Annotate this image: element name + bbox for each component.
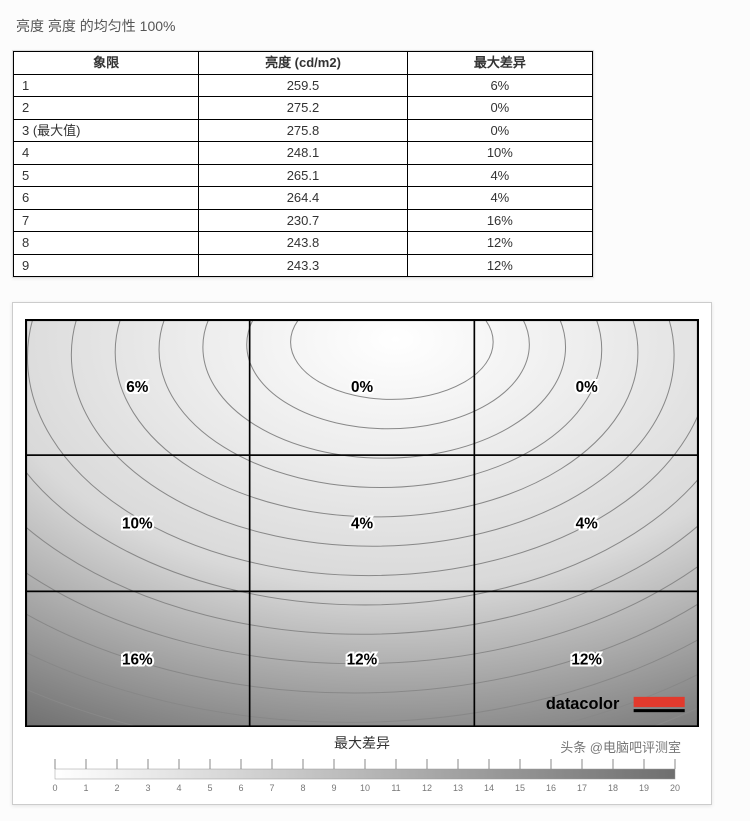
- svg-text:4%: 4%: [351, 515, 374, 532]
- svg-text:1: 1: [83, 783, 88, 791]
- svg-text:8: 8: [300, 783, 305, 791]
- cell-diff: 12%: [407, 254, 592, 277]
- svg-text:10%: 10%: [122, 515, 153, 532]
- cell-quadrant: 5: [14, 164, 199, 187]
- page-title: 亮度 亮度 的均匀性 100%: [16, 16, 738, 36]
- cell-brightness: 259.5: [199, 74, 407, 97]
- cell-quadrant: 3 (最大值): [14, 119, 199, 142]
- watermark-text: 头条 @电脑吧评测室: [560, 737, 681, 756]
- table-row: 6264.44%: [14, 187, 593, 210]
- cell-brightness: 275.8: [199, 119, 407, 142]
- cell-diff: 4%: [407, 187, 592, 210]
- svg-text:19: 19: [639, 783, 649, 791]
- cell-diff: 6%: [407, 74, 592, 97]
- svg-text:13: 13: [453, 783, 463, 791]
- cell-quadrant: 4: [14, 142, 199, 165]
- svg-text:12%: 12%: [347, 652, 378, 669]
- cell-brightness: 275.2: [199, 97, 407, 120]
- table-row: 5265.14%: [14, 164, 593, 187]
- svg-text:0: 0: [52, 783, 57, 791]
- cell-brightness: 243.8: [199, 232, 407, 255]
- cell-quadrant: 9: [14, 254, 199, 277]
- svg-text:9: 9: [331, 783, 336, 791]
- svg-text:2: 2: [114, 783, 119, 791]
- svg-text:10: 10: [360, 783, 370, 791]
- svg-text:12: 12: [422, 783, 432, 791]
- th-quadrant: 象限: [14, 52, 199, 75]
- contour-chart: 6%6%0%0%0%0%10%10%4%4%4%4%16%16%12%12%12…: [25, 319, 699, 727]
- table-row: 7230.716%: [14, 209, 593, 232]
- svg-text:17: 17: [577, 783, 587, 791]
- uniformity-table: 象限 亮度 (cd/m2) 最大差异 1259.56%2275.20%3 (最大…: [13, 51, 593, 277]
- svg-text:16%: 16%: [122, 652, 153, 669]
- svg-text:12%: 12%: [571, 652, 602, 669]
- svg-text:4: 4: [176, 783, 181, 791]
- cell-quadrant: 7: [14, 209, 199, 232]
- cell-brightness: 230.7: [199, 209, 407, 232]
- legend-gradient: 01234567891011121314151617181920: [45, 757, 685, 791]
- table-row: 3 (最大值)275.80%: [14, 119, 593, 142]
- cell-quadrant: 2: [14, 97, 199, 120]
- svg-text:6%: 6%: [126, 379, 149, 396]
- svg-text:6: 6: [238, 783, 243, 791]
- table-row: 2275.20%: [14, 97, 593, 120]
- svg-text:7: 7: [269, 783, 274, 791]
- table-row: 1259.56%: [14, 74, 593, 97]
- cell-brightness: 248.1: [199, 142, 407, 165]
- cell-diff: 12%: [407, 232, 592, 255]
- cell-brightness: 243.3: [199, 254, 407, 277]
- table-row: 4248.110%: [14, 142, 593, 165]
- svg-text:0%: 0%: [576, 379, 599, 396]
- svg-text:11: 11: [391, 783, 400, 791]
- th-diff: 最大差异: [407, 52, 592, 75]
- uniformity-table-card: 象限 亮度 (cd/m2) 最大差异 1259.56%2275.20%3 (最大…: [12, 50, 594, 278]
- svg-text:18: 18: [608, 783, 618, 791]
- svg-text:14: 14: [484, 783, 494, 791]
- table-row: 8243.812%: [14, 232, 593, 255]
- cell-diff: 4%: [407, 164, 592, 187]
- svg-text:0%: 0%: [351, 379, 374, 396]
- svg-text:4%: 4%: [576, 515, 599, 532]
- cell-diff: 0%: [407, 97, 592, 120]
- svg-text:20: 20: [670, 783, 680, 791]
- cell-quadrant: 6: [14, 187, 199, 210]
- th-brightness: 亮度 (cd/m2): [199, 52, 407, 75]
- svg-text:3: 3: [145, 783, 150, 791]
- cell-diff: 16%: [407, 209, 592, 232]
- cell-quadrant: 1: [14, 74, 199, 97]
- cell-quadrant: 8: [14, 232, 199, 255]
- svg-text:15: 15: [515, 783, 525, 791]
- contour-chart-card: 6%6%0%0%0%0%10%10%4%4%4%4%16%16%12%12%12…: [12, 302, 712, 805]
- svg-text:16: 16: [546, 783, 556, 791]
- table-row: 9243.312%: [14, 254, 593, 277]
- svg-text:5: 5: [207, 783, 212, 791]
- svg-text:datacolor: datacolor: [546, 695, 620, 713]
- cell-diff: 0%: [407, 119, 592, 142]
- cell-brightness: 265.1: [199, 164, 407, 187]
- cell-diff: 10%: [407, 142, 592, 165]
- cell-brightness: 264.4: [199, 187, 407, 210]
